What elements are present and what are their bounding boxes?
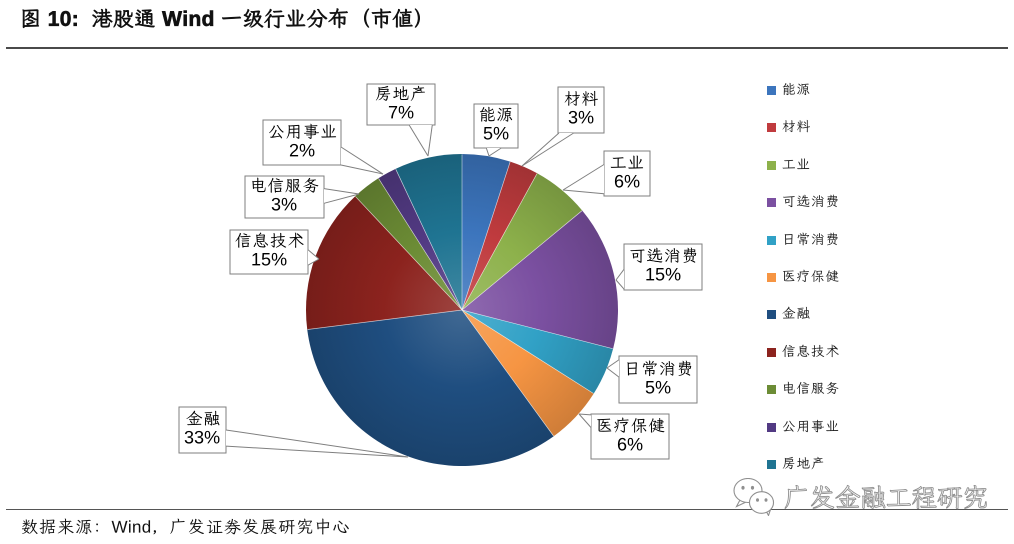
callout-leader-line bbox=[225, 445, 409, 458]
callout-leader-line bbox=[408, 124, 429, 157]
slice-separator bbox=[355, 196, 463, 311]
legend-swatch bbox=[767, 86, 776, 95]
legend-item-consumer-discretionary[interactable] bbox=[767, 194, 839, 210]
legend-item-energy[interactable] bbox=[767, 82, 810, 98]
callout-leader-line bbox=[340, 164, 384, 175]
pie-slice-industrials[interactable] bbox=[462, 173, 583, 310]
legend-item-information-technology[interactable] bbox=[767, 344, 839, 360]
slice-separator bbox=[461, 309, 554, 437]
legend-swatch bbox=[767, 310, 776, 320]
callout-leader-line bbox=[562, 164, 605, 191]
legend-label bbox=[782, 232, 839, 248]
legend-label bbox=[782, 344, 839, 360]
slice-separator bbox=[395, 169, 463, 311]
legend-label bbox=[782, 120, 810, 135]
callout-wedge bbox=[563, 164, 604, 194]
callout-leader-line bbox=[578, 413, 592, 416]
legend-item-health-care[interactable] bbox=[767, 269, 839, 285]
pie-slice-energy[interactable] bbox=[462, 154, 511, 310]
pie-slice-financials[interactable] bbox=[307, 310, 554, 466]
callout-leader-line bbox=[578, 413, 592, 428]
legend-label bbox=[782, 269, 839, 285]
legend-label bbox=[782, 307, 810, 322]
callout-leader-line bbox=[340, 146, 384, 175]
slice-separator bbox=[461, 309, 594, 394]
legend-swatch bbox=[767, 422, 776, 432]
callout-leader-line bbox=[606, 367, 620, 378]
slice-separator bbox=[461, 309, 613, 350]
callout-leader-line bbox=[488, 147, 502, 157]
legend-item-materials[interactable] bbox=[767, 120, 810, 135]
legend-item-real-estate[interactable] bbox=[767, 456, 825, 472]
pie-slice-consumer-staples[interactable] bbox=[462, 310, 614, 394]
slice-separator bbox=[307, 309, 463, 330]
legend-label bbox=[782, 419, 839, 435]
figure-title bbox=[20, 9, 435, 32]
footer-divider bbox=[6, 509, 1008, 510]
callout-leader-line bbox=[225, 429, 409, 458]
legend-swatch bbox=[767, 385, 776, 395]
legend-swatch bbox=[767, 123, 776, 133]
legend-swatch bbox=[767, 273, 776, 282]
legend-label bbox=[782, 158, 810, 173]
callout-wedge bbox=[308, 249, 319, 266]
callout-leader-line bbox=[606, 359, 620, 369]
callout-wedge bbox=[616, 269, 624, 290]
pie-slice-information-technology[interactable] bbox=[306, 196, 462, 330]
legend-item-financials[interactable] bbox=[767, 307, 810, 322]
callout-leader-line bbox=[323, 188, 360, 195]
legend-label bbox=[782, 381, 839, 397]
legend-swatch bbox=[767, 347, 776, 357]
callout-wedge bbox=[324, 188, 359, 204]
callout-wedge bbox=[607, 359, 619, 378]
wechat-icon bbox=[733, 478, 775, 516]
slice-separator bbox=[378, 178, 463, 311]
slice-separator bbox=[461, 210, 583, 311]
callout-leader-line bbox=[615, 269, 625, 281]
pie-slice-real-estate[interactable] bbox=[395, 154, 462, 310]
legend-item-consumer-staples[interactable] bbox=[767, 232, 839, 248]
legend-label bbox=[782, 194, 839, 210]
legend-swatch bbox=[767, 460, 776, 469]
legend-swatch bbox=[767, 160, 776, 170]
legend-swatch bbox=[767, 198, 776, 208]
callout-leader-line bbox=[307, 258, 320, 266]
source-note bbox=[21, 518, 350, 538]
callout-wedge bbox=[409, 125, 433, 156]
legend-item-telecom-services[interactable] bbox=[767, 381, 839, 397]
callout-leader-line bbox=[521, 132, 574, 167]
callout-leader-line bbox=[615, 279, 625, 290]
legend-label bbox=[782, 82, 810, 98]
legend-swatch bbox=[767, 235, 776, 245]
title-divider bbox=[6, 47, 1008, 49]
watermark-text bbox=[784, 486, 988, 514]
callout-leader-line bbox=[485, 147, 490, 157]
legend-item-industrials[interactable] bbox=[767, 158, 810, 173]
callout-leader-line bbox=[427, 124, 433, 157]
pie-slice-health-care[interactable] bbox=[462, 310, 594, 437]
pie-slice-materials[interactable] bbox=[462, 161, 538, 310]
slice-separator bbox=[461, 173, 538, 311]
callout-leader-line bbox=[521, 132, 560, 167]
slice-separator bbox=[461, 161, 511, 311]
callout-leader-line bbox=[307, 249, 320, 260]
legend-item-utilities[interactable] bbox=[767, 419, 839, 435]
pie-slice-consumer-discretionary[interactable] bbox=[462, 210, 619, 349]
callout-leader-line bbox=[323, 193, 360, 204]
legend-label bbox=[782, 456, 825, 472]
pie-slice-telecom-services[interactable] bbox=[355, 178, 462, 310]
callout-leader-line bbox=[562, 189, 605, 195]
watermark bbox=[731, 478, 988, 516]
pie-slice-utilities[interactable] bbox=[378, 168, 462, 310]
